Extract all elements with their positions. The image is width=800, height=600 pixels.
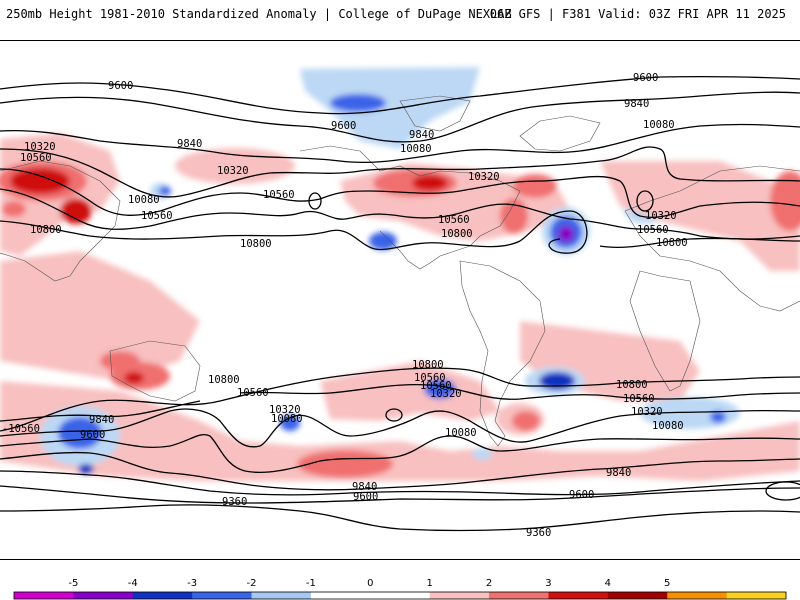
colorbar-tick-label: -3 [187,578,197,589]
colorbar-bar [13,591,787,600]
contour-label: 9600 [633,72,658,84]
model-run-info: 06Z GFS | F381 Valid: 03Z FRI APR 11 202… [489,7,786,21]
colorbar-tick-label: 0 [367,578,373,589]
anomaly-map: 9600 9600 9840 9600 9840 10080 10080 103… [0,40,800,560]
colorbar-tick-label: 3 [545,578,551,589]
contour-label: 9840 [89,414,114,426]
contour-label: 10080 [445,427,477,439]
colorbar-outline [13,591,787,600]
colorbar: -5 -4 -3 -2 -1 0 1 2 3 4 5 [13,578,787,600]
contour-label: 10320 [468,171,500,183]
contour-label: -10560 [2,423,40,435]
contour-label: 10320 [631,406,663,418]
contour-label: 10560 [637,224,669,236]
colorbar-segment [14,592,74,599]
contour-label: 10560 [20,152,52,164]
contour-label: 9840 [177,138,202,150]
contour-label: 9360 [222,496,247,508]
contour-label: 10800 [441,228,473,240]
contour-label: 10800 [30,224,62,236]
contour-label: 10080 [652,420,684,432]
colorbar-segment [726,592,787,599]
height-contours [0,75,800,532]
contour-label: 9840 [624,98,649,110]
contour-label: 9840 [409,129,434,141]
contour-label: 10800 [412,359,444,371]
colorbar-tick-label: -2 [247,578,257,589]
contour-label: 10800 [240,238,272,250]
colorbar-tick-label: -4 [128,578,138,589]
colorbar-segment [73,592,134,599]
contour-label: 10800 [616,379,648,391]
map-title: 250mb Height 1981-2010 Standardized Anom… [6,7,512,21]
colorbar-tick-label: 2 [486,578,492,589]
contour-label: 10080 [128,194,160,206]
contour-label: 9840 [606,467,631,479]
colorbar-segment [489,592,549,599]
colorbar-segment [132,592,193,599]
contour-label: 9600 [569,489,594,501]
colorbar-tick-label: 1 [427,578,433,589]
contour-label: 9600 [331,120,356,132]
colorbar-segment [370,592,431,599]
anomaly-shading [0,67,800,481]
contour-label: 9600 [80,429,105,441]
contour-label: 10320 [645,210,677,222]
contour-label: 10560 [420,380,452,392]
contour-label: 9600 [108,80,133,92]
contour-label: 10320 [217,165,249,177]
colorbar-segment [548,592,609,599]
contour-label: 9600 [353,491,378,503]
colorbar-tick-labels: -5 -4 -3 -2 -1 0 1 2 3 4 5 [68,578,670,589]
contour-label: 10560 [414,372,446,384]
contour-label: 10800 [208,374,240,386]
contour-label: 10560 [237,387,269,399]
colorbar-tick-label: 4 [605,578,611,589]
contour-label: 10560 [438,214,470,226]
contour-label: 10320 [24,141,56,153]
colorbar-tick-label: -1 [306,578,316,589]
colorbar-tick-label: -5 [68,578,78,589]
colorbar-tick-label: 5 [664,578,670,589]
colorbar-segment [429,592,490,599]
colorbar-segment [310,592,371,599]
contour-labels: 9600 9600 9840 9600 9840 10080 10080 103… [2,72,688,539]
contour-label: 10320 [269,404,301,416]
colorbar-segment [667,592,728,599]
contour-label: 10320 [430,388,462,400]
contour-label: 10560 [263,189,295,201]
contour-label: 9360 [526,527,551,539]
contour-label: 10800 [656,237,688,249]
contour-label: 10080 [400,143,432,155]
colorbar-segment [192,592,253,599]
colorbar-segment [251,592,312,599]
contour-label: 10560 [623,393,655,405]
contour-label: 9840 [352,481,377,493]
contour-label: 10560 [141,210,173,222]
contour-label: 10080 [643,119,675,131]
colorbar-segment [607,592,668,599]
contour-label: 10080 [271,413,303,425]
